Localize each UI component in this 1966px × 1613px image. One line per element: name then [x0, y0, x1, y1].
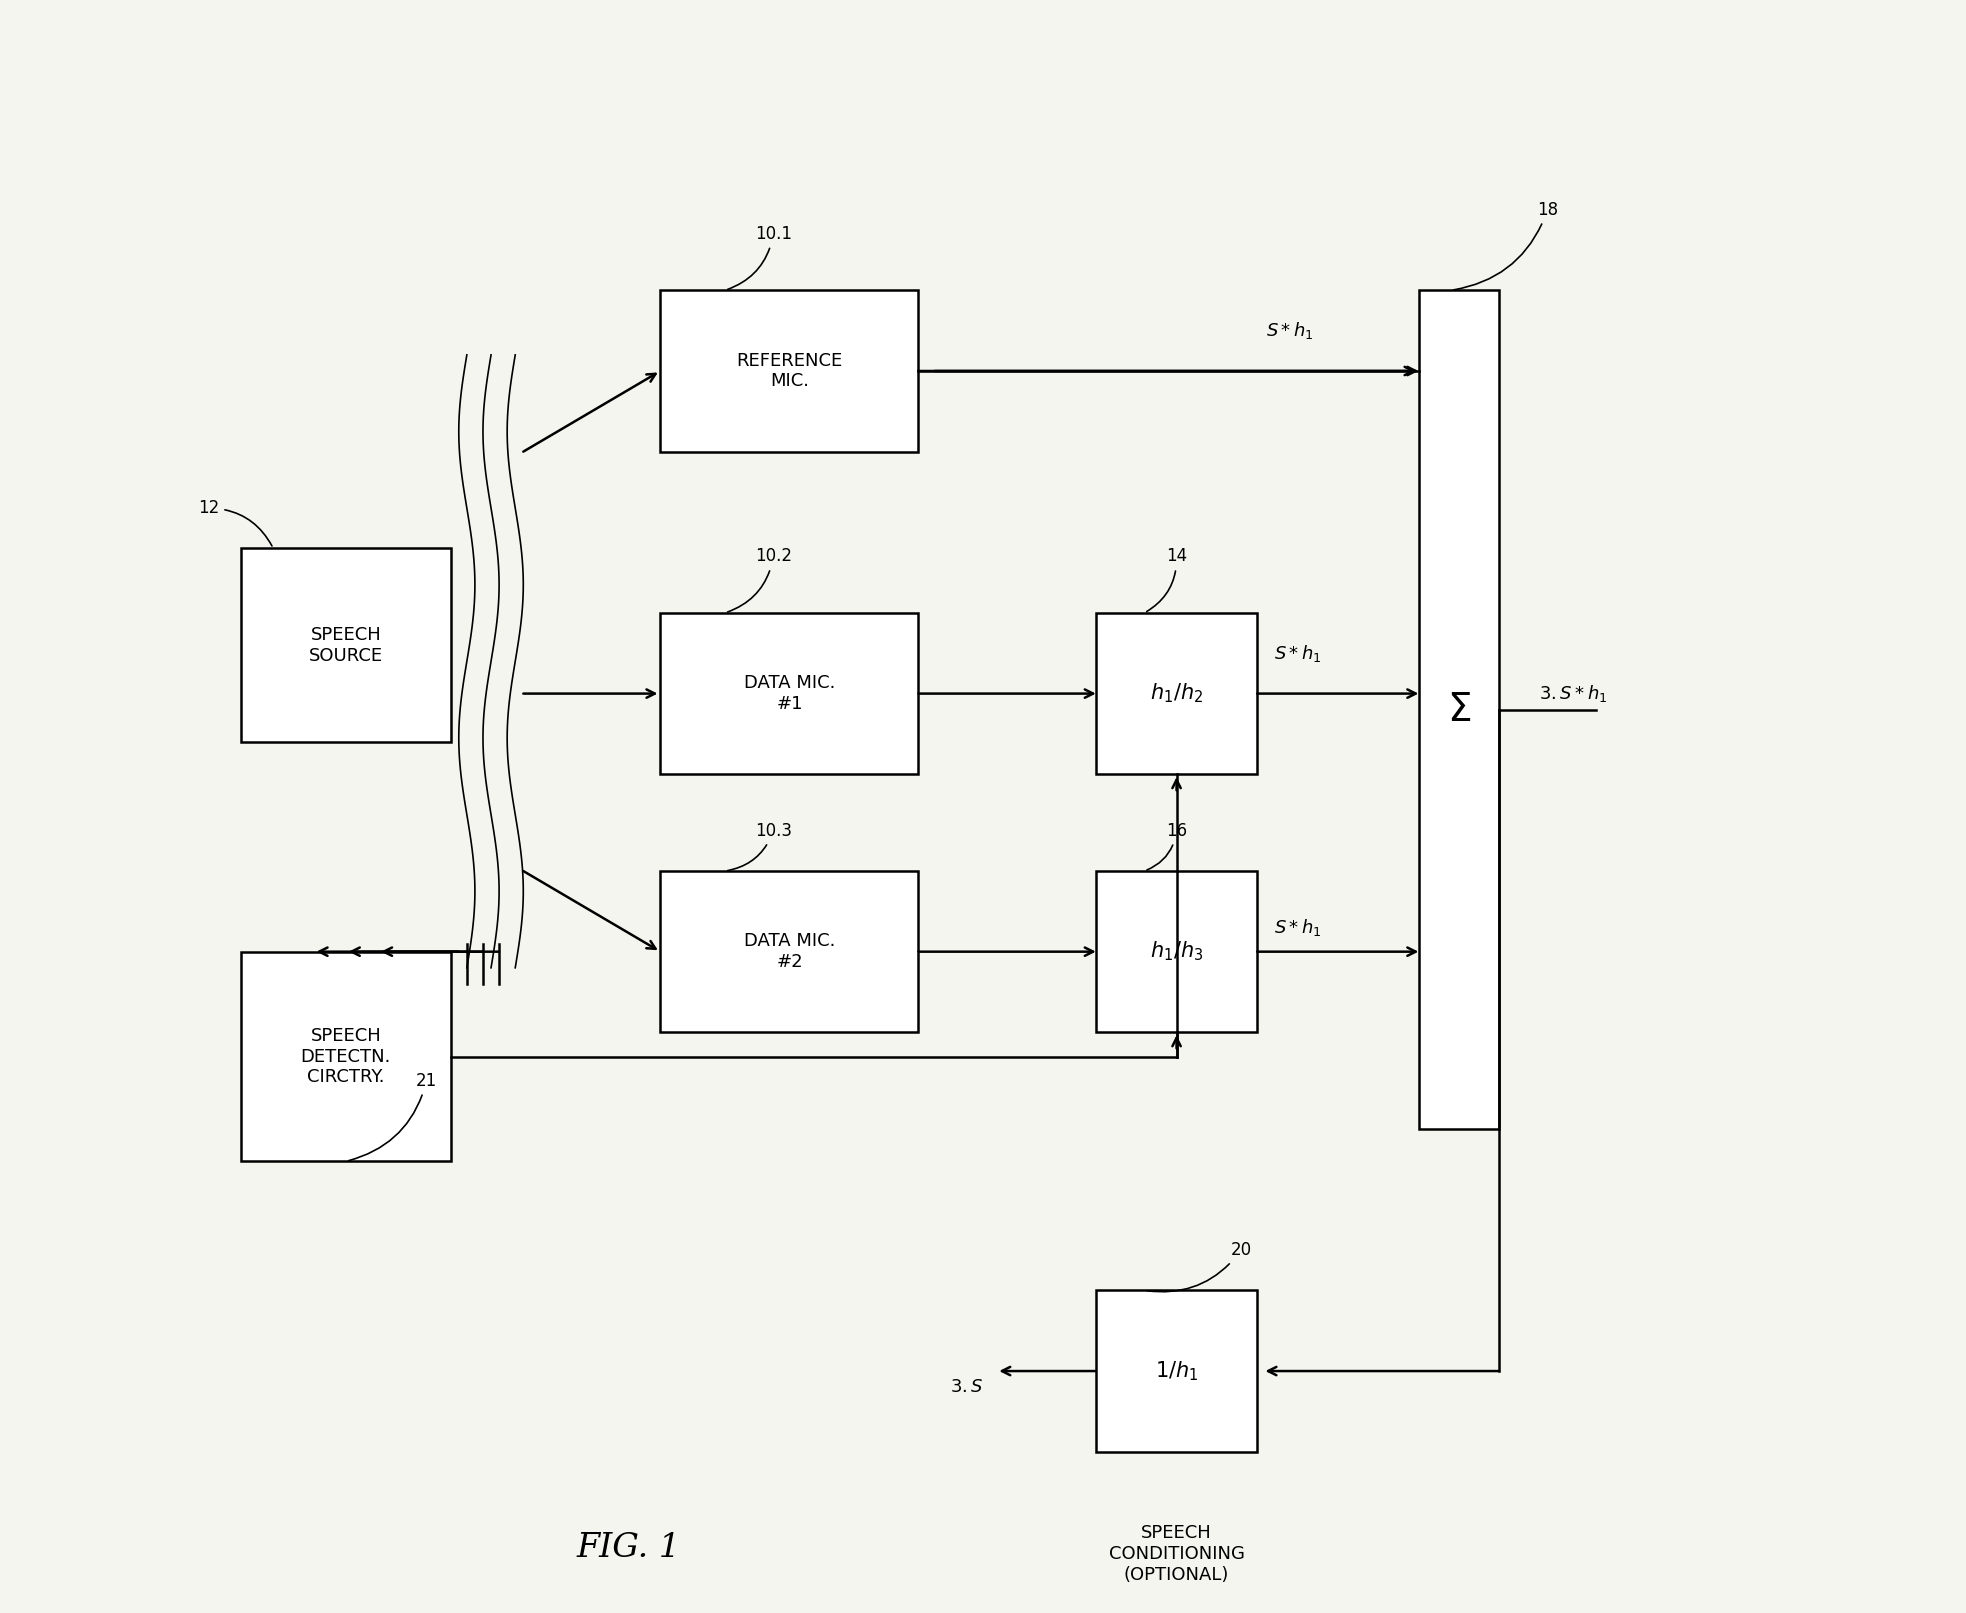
- FancyBboxPatch shape: [1095, 871, 1256, 1032]
- Text: 10.3: 10.3: [727, 821, 792, 871]
- Text: 12: 12: [199, 498, 271, 545]
- Text: REFERENCE
MIC.: REFERENCE MIC.: [737, 352, 843, 390]
- Text: $S*h_1$: $S*h_1$: [1266, 319, 1313, 342]
- Text: $3.S$: $3.S$: [950, 1378, 983, 1397]
- Text: 14: 14: [1146, 547, 1187, 611]
- FancyBboxPatch shape: [1419, 290, 1500, 1129]
- Text: $\Sigma$: $\Sigma$: [1447, 690, 1471, 729]
- Text: 10.1: 10.1: [727, 224, 792, 289]
- FancyBboxPatch shape: [661, 290, 918, 452]
- Text: 18: 18: [1453, 200, 1559, 290]
- Text: 16: 16: [1146, 821, 1187, 869]
- FancyBboxPatch shape: [242, 548, 450, 742]
- Text: $S*h_1$: $S*h_1$: [1274, 916, 1321, 939]
- FancyBboxPatch shape: [242, 952, 450, 1161]
- Text: SPEECH
SOURCE: SPEECH SOURCE: [309, 626, 383, 665]
- Text: $h_1/h_2$: $h_1/h_2$: [1150, 682, 1203, 705]
- Text: $S*h_1$: $S*h_1$: [1274, 642, 1321, 665]
- Text: $1/h_1$: $1/h_1$: [1154, 1360, 1197, 1382]
- Text: $h_1/h_3$: $h_1/h_3$: [1150, 940, 1203, 963]
- Text: SPEECH
CONDITIONING
(OPTIONAL): SPEECH CONDITIONING (OPTIONAL): [1109, 1524, 1244, 1584]
- FancyBboxPatch shape: [1095, 613, 1256, 774]
- Text: $3.S*h_1$: $3.S*h_1$: [1539, 682, 1608, 705]
- Text: DATA MIC.
#2: DATA MIC. #2: [743, 932, 836, 971]
- FancyBboxPatch shape: [1095, 1290, 1256, 1452]
- Text: 10.2: 10.2: [727, 547, 792, 611]
- FancyBboxPatch shape: [661, 613, 918, 774]
- FancyBboxPatch shape: [661, 871, 918, 1032]
- Text: 21: 21: [348, 1071, 436, 1161]
- Text: FIG. 1: FIG. 1: [576, 1532, 680, 1565]
- Text: 20: 20: [1146, 1240, 1252, 1292]
- Text: SPEECH
DETECTN.
CIRCTRY.: SPEECH DETECTN. CIRCTRY.: [301, 1027, 391, 1086]
- Text: DATA MIC.
#1: DATA MIC. #1: [743, 674, 836, 713]
